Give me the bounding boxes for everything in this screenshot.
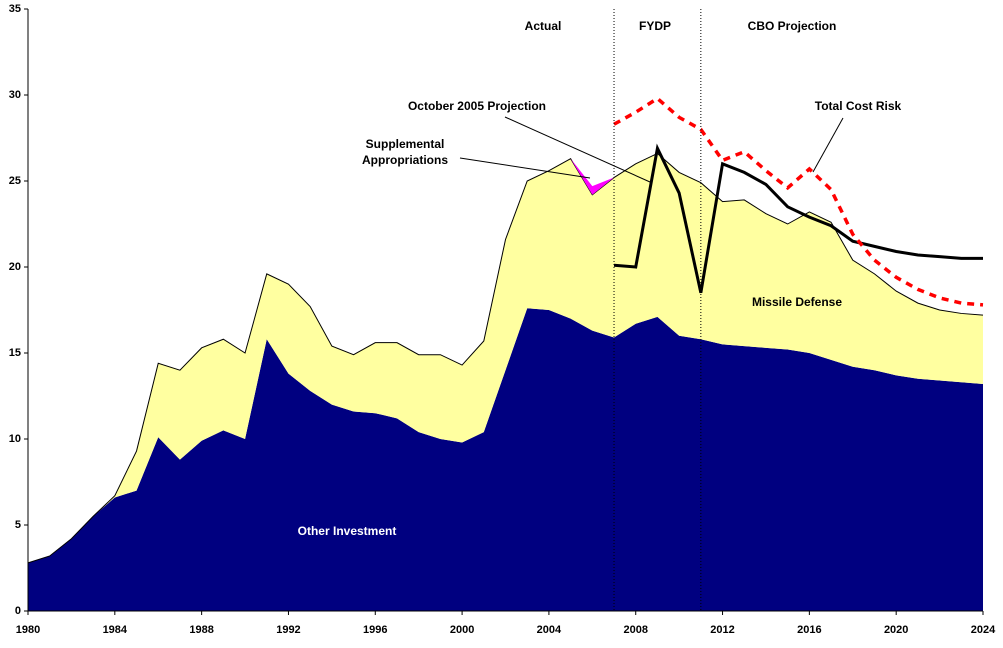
x-tick-label: 2020 bbox=[884, 624, 908, 636]
line-label: Total Cost Risk bbox=[815, 99, 902, 113]
period-label: CBO Projection bbox=[748, 19, 837, 33]
x-tick-label: 2024 bbox=[971, 624, 996, 636]
leader-line bbox=[812, 117, 844, 173]
x-tick-label: 1984 bbox=[103, 624, 128, 636]
period-label: FYDP bbox=[639, 19, 671, 33]
leader-line bbox=[459, 157, 591, 179]
area bbox=[28, 308, 983, 611]
y-tick-label: 20 bbox=[9, 261, 21, 273]
x-tick-label: 2012 bbox=[710, 624, 734, 636]
y-tick-label: 15 bbox=[9, 347, 21, 359]
x-tick-label: 2016 bbox=[797, 624, 821, 636]
x-tick-label: 1980 bbox=[16, 624, 40, 636]
line bbox=[613, 143, 983, 294]
area bbox=[28, 153, 983, 563]
x-tick-label: 2008 bbox=[623, 624, 647, 636]
area bbox=[570, 158, 615, 195]
line-label: October 2005 Projection bbox=[408, 99, 546, 113]
y-tick-label: 30 bbox=[9, 89, 21, 101]
x-tick-label: 2004 bbox=[537, 624, 562, 636]
x-tick-label: 1988 bbox=[189, 624, 213, 636]
y-tick-label: 5 bbox=[15, 519, 21, 531]
area-outline bbox=[27, 152, 984, 564]
leader-line bbox=[504, 116, 651, 183]
y-tick-label: 25 bbox=[9, 175, 21, 187]
series-label: Missile Defense bbox=[752, 295, 842, 309]
line bbox=[613, 96, 984, 307]
y-tick-label: 10 bbox=[9, 433, 21, 445]
x-tick-label: 1992 bbox=[276, 624, 300, 636]
x-tick-label: 2000 bbox=[450, 624, 474, 636]
y-tick-label: 35 bbox=[9, 3, 21, 15]
y-tick-label: 0 bbox=[15, 605, 21, 617]
series-label-box: Supplemental Appropriations bbox=[362, 137, 448, 167]
period-label: Actual bbox=[525, 19, 562, 33]
x-tick-label: 1996 bbox=[363, 624, 387, 636]
series-label: Other Investment bbox=[298, 524, 397, 538]
series-label: Supplemental Appropriations bbox=[362, 137, 448, 167]
